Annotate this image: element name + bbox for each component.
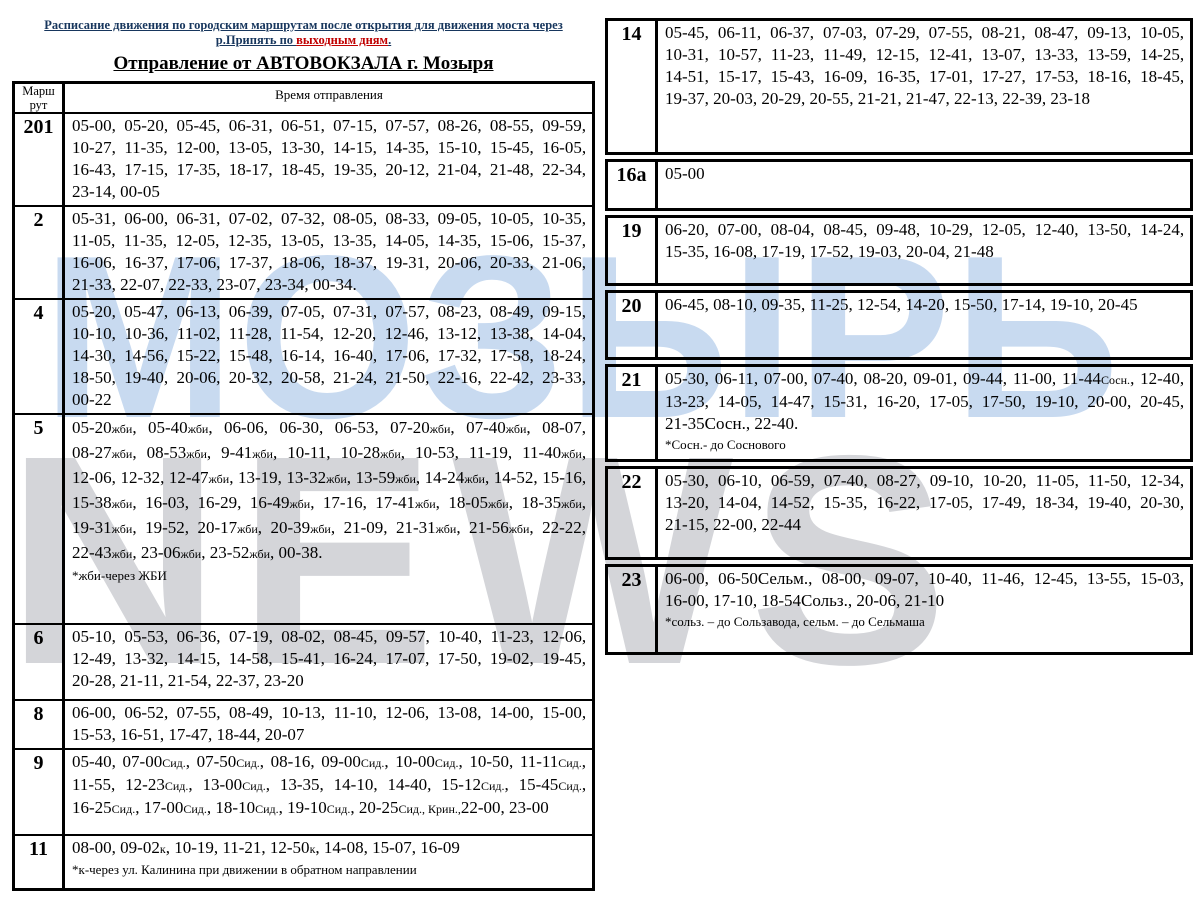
route-number: 20 [608, 293, 658, 357]
route-row-19: 19 06-20, 07-00, 08-04, 08-45, 09-48, 10-… [605, 215, 1193, 286]
departure-times-cell: 08-00, 09-02к, 10-19, 11-21, 12-50к, 14-… [65, 836, 592, 888]
departure-times-cell: 05-40, 07-00Сид., 07-50Сид., 08-16, 09-0… [65, 750, 592, 834]
departure-times-cell: 06-45, 08-10, 09-35, 11-25, 12-54, 14-20… [658, 293, 1190, 357]
departure-times: 05-40, 07-00Сид., 07-50Сид., 08-16, 09-0… [72, 752, 587, 817]
route-row-16а: 16а 05-00 [605, 159, 1193, 211]
route-number: 22 [608, 469, 658, 557]
route-number: 5 [15, 415, 65, 623]
departure-times: 06-00, 06-52, 07-55, 08-49, 10-13, 11-10… [72, 703, 587, 744]
departure-times-cell: 05-00 [658, 162, 1190, 208]
departure-times-cell: 05-00, 05-20, 05-45, 06-31, 06-51, 07-15… [65, 114, 592, 205]
route-number: 21 [608, 367, 658, 459]
route-row-4: 4 05-20, 05-47, 06-13, 06-39, 07-05, 07-3… [15, 298, 592, 413]
departure-times: 05-00 [665, 164, 705, 183]
route-number: 9 [15, 750, 65, 834]
departure-times: 05-30, 06-10, 06-59, 07-40, 08-27, 09-10… [665, 471, 1185, 534]
footnote: *Сосн.- до Соснового [665, 437, 786, 452]
departure-times-cell: 05-20, 05-47, 06-13, 06-39, 07-05, 07-31… [65, 300, 592, 413]
route-number: 4 [15, 300, 65, 413]
route-number: 14 [608, 21, 658, 152]
route-number: 8 [15, 701, 65, 748]
page-subtitle: Отправление от АВТОВОКЗАЛА г. Мозыря [113, 53, 494, 74]
route-row-5: 5 05-20жби, 05-40жби, 06-06, 06-30, 06-53… [15, 413, 592, 623]
departure-times: 06-45, 08-10, 09-35, 11-25, 12-54, 14-20… [665, 295, 1138, 314]
departure-times-cell: 05-31, 06-00, 06-31, 07-02, 07-32, 08-05… [65, 207, 592, 298]
departure-times-cell: 05-30, 06-10, 06-59, 07-40, 08-27, 09-10… [658, 469, 1190, 557]
departure-times: 05-00, 05-20, 05-45, 06-31, 06-51, 07-15… [72, 116, 587, 201]
route-number: 2 [15, 207, 65, 298]
title-line1: Расписание движения по городским маршрут… [44, 18, 563, 32]
left-schedule-table: Марш рут Время отправления 201 05-00, 05-… [12, 81, 595, 891]
departure-times: 05-30, 06-11, 07-00, 07-40, 08-20, 09-01… [665, 369, 1185, 433]
departure-times: 05-10, 05-53, 06-36, 07-19, 08-02, 08-45… [72, 627, 587, 690]
footnote: *сольз. – до Сользавода, сельм. – до Сел… [665, 614, 925, 629]
departure-times-cell: 05-20жби, 05-40жби, 06-06, 06-30, 06-53,… [65, 415, 592, 623]
right-schedule-column: 14 05-45, 06-11, 06-37, 07-03, 07-29, 07-… [605, 18, 1193, 659]
departure-times-cell: 06-00, 06-50Сельм., 08-00, 09-07, 10-40,… [658, 567, 1190, 652]
route-number: 6 [15, 625, 65, 699]
route-row-23: 23 06-00, 06-50Сельм., 08-00, 09-07, 10-4… [605, 564, 1193, 655]
footnote: *к-через ул. Калинина при движении в обр… [72, 862, 417, 877]
route-number: 201 [15, 114, 65, 205]
route-row-6: 6 05-10, 05-53, 06-36, 07-19, 08-02, 08-4… [15, 623, 592, 699]
left-column: Расписание движения по городским маршрут… [12, 18, 595, 891]
departure-times: 06-20, 07-00, 08-04, 08-45, 09-48, 10-29… [665, 220, 1185, 261]
departure-times: 05-20, 05-47, 06-13, 06-39, 07-05, 07-31… [72, 302, 587, 409]
column-header-times: Время отправления [275, 87, 383, 102]
title-line2-suffix: . [388, 33, 392, 47]
departure-times: 08-00, 09-02к, 10-19, 11-21, 12-50к, 14-… [72, 838, 460, 857]
route-row-20: 20 06-45, 08-10, 09-35, 11-25, 12-54, 14-… [605, 290, 1193, 360]
route-row-2: 2 05-31, 06-00, 06-31, 07-02, 07-32, 08-0… [15, 205, 592, 298]
route-row-14: 14 05-45, 06-11, 06-37, 07-03, 07-29, 07-… [605, 18, 1193, 155]
route-row-22: 22 05-30, 06-10, 06-59, 07-40, 08-27, 09-… [605, 466, 1193, 560]
departure-times-cell: 05-30, 06-11, 07-00, 07-40, 08-20, 09-01… [658, 367, 1190, 459]
route-number: 16а [608, 162, 658, 208]
title-line2-prefix: р.Припять по [215, 33, 297, 47]
departure-times: 05-31, 06-00, 06-31, 07-02, 07-32, 08-05… [72, 209, 587, 294]
title-highlight: выходным дням [296, 33, 389, 47]
page-title: Расписание движения по городским маршрут… [12, 18, 595, 48]
route-number: 23 [608, 567, 658, 652]
route-row-11: 11 08-00, 09-02к, 10-19, 11-21, 12-50к, 1… [15, 834, 592, 888]
route-row-201: 201 05-00, 05-20, 05-45, 06-31, 06-51, 07… [15, 112, 592, 205]
route-number: 19 [608, 218, 658, 283]
footnote: *жби-через ЖБИ [72, 568, 167, 583]
route-row-8: 8 06-00, 06-52, 07-55, 08-49, 10-13, 11-1… [15, 699, 592, 748]
departure-times-cell: 05-45, 06-11, 06-37, 07-03, 07-29, 07-55… [658, 21, 1190, 152]
route-number: 11 [15, 836, 65, 888]
departure-times: 06-00, 06-50Сельм., 08-00, 09-07, 10-40,… [665, 569, 1184, 610]
route-row-9: 9 05-40, 07-00Сид., 07-50Сид., 08-16, 09-… [15, 748, 592, 834]
table-header-row: Марш рут Время отправления [15, 84, 592, 112]
column-header-route: Марш рут [15, 84, 65, 112]
departure-times-cell: 06-00, 06-52, 07-55, 08-49, 10-13, 11-10… [65, 701, 592, 748]
departure-times: 05-45, 06-11, 06-37, 07-03, 07-29, 07-55… [665, 23, 1185, 108]
departure-times-cell: 06-20, 07-00, 08-04, 08-45, 09-48, 10-29… [658, 218, 1190, 283]
departure-times: 05-20жби, 05-40жби, 06-06, 06-30, 06-53,… [72, 418, 587, 562]
departure-times-cell: 05-10, 05-53, 06-36, 07-19, 08-02, 08-45… [65, 625, 592, 699]
route-row-21: 21 05-30, 06-11, 07-00, 07-40, 08-20, 09-… [605, 364, 1193, 462]
